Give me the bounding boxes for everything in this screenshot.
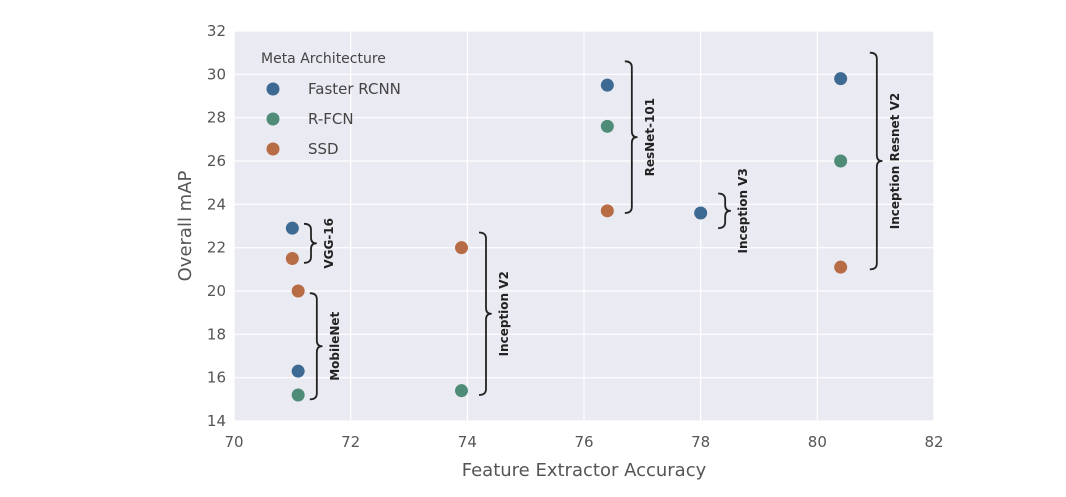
data-point <box>600 119 614 133</box>
data-point <box>291 364 305 378</box>
legend-label: SSD <box>308 140 339 158</box>
data-point <box>834 72 848 86</box>
group-label: VGG-16 <box>322 218 336 269</box>
y-tick-label: 20 <box>207 282 226 300</box>
gridlines <box>233 30 935 422</box>
group-label: Inception V2 <box>497 271 511 356</box>
data-point <box>285 221 299 235</box>
y-tick-label: 28 <box>207 109 226 127</box>
data-point <box>291 388 305 402</box>
group-label: Inception V3 <box>736 168 750 253</box>
x-tick-label: 80 <box>808 433 827 451</box>
data-point <box>694 206 708 220</box>
x-tick-label: 78 <box>691 433 710 451</box>
data-points <box>285 72 848 402</box>
x-tick-label: 76 <box>574 433 593 451</box>
data-point <box>834 154 848 168</box>
legend: Meta Architecture Faster RCNN R-FCN SSD <box>261 51 401 158</box>
x-axis-ticks: 70 72 74 76 78 80 82 <box>224 433 943 451</box>
y-axis-title: Overall mAP <box>175 170 196 281</box>
group-label: MobileNet <box>328 311 342 380</box>
x-axis-title: Feature Extractor Accuracy <box>462 460 707 481</box>
data-point <box>834 260 848 274</box>
legend-label: Faster RCNN <box>308 80 401 98</box>
group-label: ResNet-101 <box>643 98 657 176</box>
data-point <box>455 241 468 255</box>
legend-marker <box>266 142 280 156</box>
group-brace <box>869 51 883 271</box>
y-tick-label: 18 <box>207 325 226 343</box>
data-point <box>291 284 305 298</box>
x-tick-label: 72 <box>341 433 360 451</box>
legend-label: R-FCN <box>308 110 354 128</box>
y-tick-label: 26 <box>207 152 226 170</box>
y-tick-label: 32 <box>207 22 226 40</box>
legend-title: Meta Architecture <box>261 51 386 67</box>
group-label: Inception Resnet V2 <box>888 93 902 229</box>
group-brace <box>303 222 317 264</box>
y-tick-label: 22 <box>207 239 226 257</box>
x-tick-label: 74 <box>458 433 477 451</box>
group-brace <box>624 60 638 214</box>
group-brace <box>309 292 323 401</box>
y-tick-label: 14 <box>207 412 226 430</box>
legend-marker <box>266 82 280 96</box>
legend-marker <box>266 112 280 126</box>
y-tick-label: 30 <box>207 65 226 83</box>
x-tick-label: 70 <box>224 433 243 451</box>
data-point <box>600 204 614 218</box>
y-tick-label: 24 <box>207 195 226 213</box>
group-annotations: VGG-16 MobileNet Inception V2 ResNet-101 Inc… <box>303 51 902 401</box>
y-axis-ticks: 14 16 18 20 22 24 26 28 30 32 <box>207 22 226 430</box>
group-brace <box>718 192 732 230</box>
group-brace <box>478 231 492 396</box>
data-point <box>285 252 299 265</box>
data-point <box>455 384 468 398</box>
y-tick-label: 16 <box>207 369 226 387</box>
x-tick-label: 82 <box>924 433 943 451</box>
data-point <box>600 78 614 92</box>
